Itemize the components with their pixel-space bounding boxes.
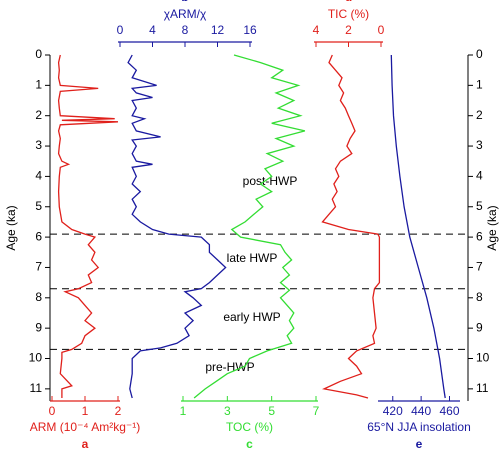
y-tick-label: 3 [35,138,42,152]
x-tick-label: 0 [49,404,56,418]
data-line [321,54,381,399]
y-tick-label: 10 [476,351,490,365]
x-tick-label: 460 [439,404,459,418]
x-axis-label: 65°N JJA insolation [367,420,471,434]
y-tick-label: 2 [476,108,483,122]
y-tick-label: 7 [476,260,483,274]
phase-annotation: early HWP [223,310,280,324]
y-tick-label: 1 [476,78,483,92]
x-tick-label: 1 [180,404,187,418]
x-tick-label: 4 [149,23,156,37]
x-tick-label: 7 [313,404,320,418]
data-line [193,54,306,399]
x-tick-label: 12 [211,23,225,37]
x-tick-label: 3 [224,404,231,418]
panel-letter: e [416,437,423,451]
x-tick-label: 8 [182,23,189,37]
x-tick-label: 0 [117,23,124,37]
y-tick-label: 0 [35,47,42,61]
y-tick-label: 8 [476,290,483,304]
panel-letter: a [82,437,89,451]
x-tick-label: 420 [383,404,403,418]
y-tick-label: 5 [35,199,42,213]
y-tick-label: 3 [476,138,483,152]
panel-letter: b [181,0,188,4]
y-tick-label: 9 [35,320,42,334]
x-axis-label: ARM (10⁻⁴ Am²kg⁻¹) [30,420,141,434]
age-label-left: Age (ka) [4,205,18,250]
phase-annotation: late HWP [227,251,278,265]
y-tick-label: 9 [476,320,483,334]
y-tick-label: 0 [476,47,483,61]
y-tick-label: 6 [476,229,483,243]
data-line [390,54,446,399]
x-tick-label: 4 [313,23,320,37]
y-tick-label: 4 [35,169,42,183]
x-tick-label: 1 [82,404,89,418]
data-line [57,54,119,398]
y-tick-label: 5 [476,199,483,213]
panel-letter: d [345,0,352,4]
x-tick-label: 16 [243,23,257,37]
y-tick-label: 11 [30,381,43,395]
x-tick-label: 2 [115,404,122,418]
y-tick-label: 11 [476,381,489,395]
data-line [127,54,227,399]
y-tick-label: 10 [29,351,43,365]
phase-annotation: post-HWP [243,174,298,188]
x-axis-label: χARM/χ [164,7,207,21]
y-tick-label: 7 [35,260,42,274]
y-tick-label: 4 [476,169,483,183]
x-axis-label: TIC (%) [328,7,369,21]
y-tick-label: 6 [35,229,42,243]
y-tick-label: 8 [35,290,42,304]
x-tick-label: 0 [378,23,385,37]
x-tick-label: 5 [268,404,275,418]
x-axis-label: TOC (%) [226,420,273,434]
age-label-right: Age (ka) [485,205,499,250]
y-tick-label: 2 [35,108,42,122]
panel-letter: c [246,437,253,451]
x-tick-label: 2 [345,23,352,37]
y-tick-label: 1 [35,78,42,92]
phase-annotation: pre-HWP [205,360,254,374]
x-tick-label: 440 [411,404,431,418]
